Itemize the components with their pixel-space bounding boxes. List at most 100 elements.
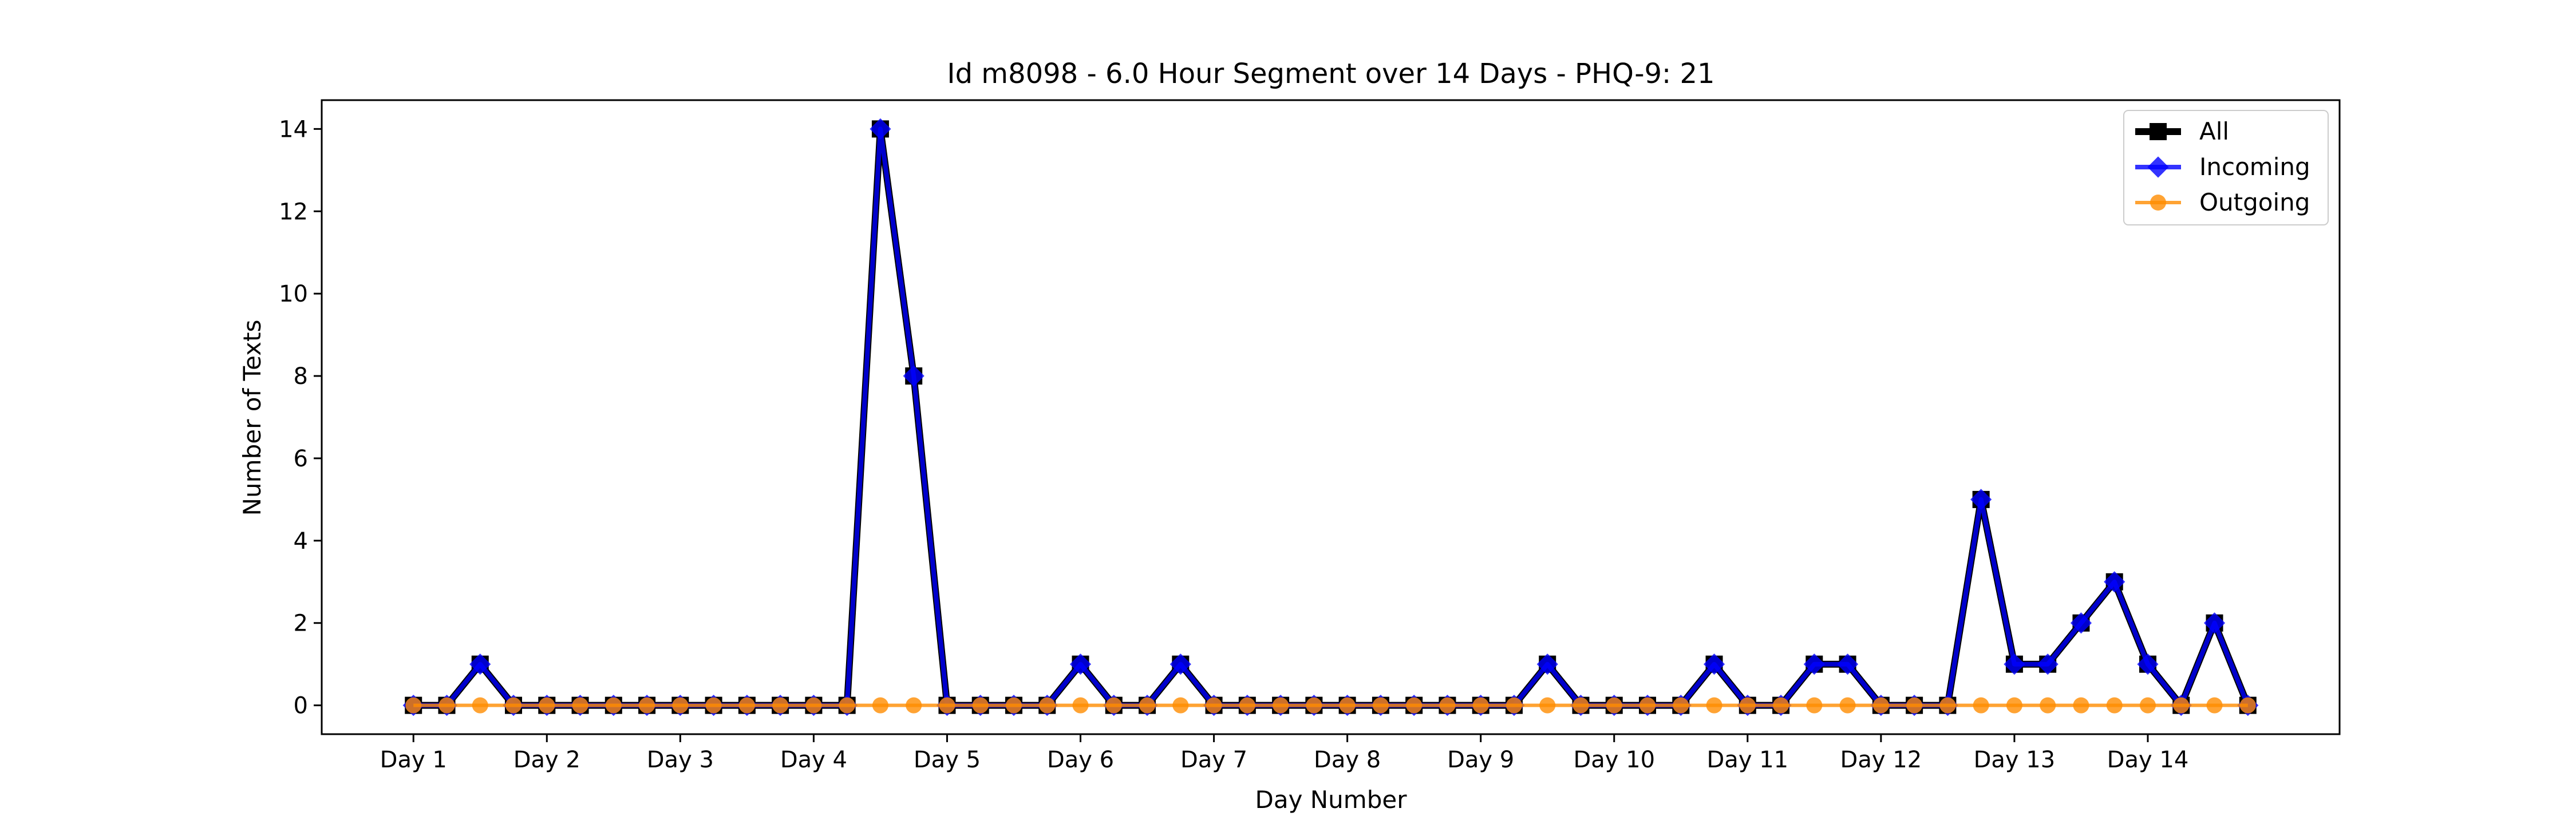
data-point-outgoing xyxy=(2040,697,2056,714)
data-point-incoming xyxy=(2004,653,2025,675)
data-point-outgoing xyxy=(872,697,888,714)
data-point-outgoing xyxy=(405,697,422,714)
data-point-outgoing xyxy=(1739,697,1756,714)
y-tick-label: 10 xyxy=(279,281,308,307)
x-tick-label: Day 9 xyxy=(1447,747,1514,773)
data-point-outgoing xyxy=(1306,697,1322,714)
data-point-outgoing xyxy=(639,697,655,714)
data-point-outgoing xyxy=(1539,697,1556,714)
data-point-outgoing xyxy=(1639,697,1656,714)
y-tick-label: 14 xyxy=(279,116,308,142)
legend-item-outgoing: Outgoing xyxy=(2135,188,2310,216)
data-point-incoming xyxy=(1803,653,1825,675)
data-point-incoming xyxy=(903,365,924,387)
data-point-outgoing xyxy=(772,697,789,714)
data-point-outgoing xyxy=(572,697,588,714)
y-tick-label: 2 xyxy=(294,611,308,637)
x-axis: Day 1 Day 2 Day 3 Day 4 Day 5 Day 6 Day 7 Day 8… xyxy=(380,734,2189,773)
y-axis: 0 2 4 6 8 10 12 14 xyxy=(279,116,322,719)
data-point-outgoing xyxy=(1906,697,1923,714)
x-tick-label: Day 8 xyxy=(1314,747,1381,773)
data-point-incoming xyxy=(469,653,491,675)
x-tick-label: Day 4 xyxy=(780,747,847,773)
legend-label-all: All xyxy=(2199,117,2229,145)
data-point-incoming xyxy=(1703,653,1725,675)
data-point-outgoing xyxy=(1706,697,1722,714)
data-point-outgoing xyxy=(906,697,922,714)
x-tick-label: Day 3 xyxy=(647,747,714,773)
data-point-incoming xyxy=(1836,653,1859,675)
legend-frame xyxy=(2123,110,2329,225)
y-tick-label: 0 xyxy=(294,693,308,719)
chart-title: Id m8098 - 6.0 Hour Segment over 14 Days… xyxy=(947,58,1714,90)
data-point-outgoing xyxy=(1673,697,1689,714)
data-point-outgoing xyxy=(1139,697,1156,714)
data-point-outgoing xyxy=(972,697,989,714)
legend-item-incoming: Incoming xyxy=(2135,153,2310,181)
data-point-incoming xyxy=(1170,653,1191,675)
data-point-outgoing xyxy=(2073,697,2089,714)
y-tick-label: 12 xyxy=(279,199,308,225)
data-point-incoming xyxy=(2203,612,2226,634)
series-line-all xyxy=(413,125,2251,709)
data-point-outgoing xyxy=(605,697,622,714)
legend-marker-all xyxy=(2150,123,2167,140)
data-point-incoming xyxy=(1069,653,1092,675)
data-point-outgoing xyxy=(2206,697,2223,714)
data-point-outgoing xyxy=(1939,697,1956,714)
y-tick-label: 4 xyxy=(294,528,308,554)
data-point-incoming xyxy=(2104,571,2125,593)
data-point-incoming xyxy=(2070,612,2092,634)
legend: All Incoming Outgoing xyxy=(2123,110,2329,225)
y-axis-label: Number of Texts xyxy=(238,320,266,516)
data-point-outgoing xyxy=(1005,697,1022,714)
data-point-outgoing xyxy=(2239,697,2256,714)
data-point-outgoing xyxy=(1206,697,1222,714)
data-point-outgoing xyxy=(939,697,955,714)
series-incoming xyxy=(402,118,2259,716)
data-point-outgoing xyxy=(1172,697,1189,714)
data-point-outgoing xyxy=(1406,697,1423,714)
legend-marker-incoming xyxy=(2147,156,2169,178)
data-point-outgoing xyxy=(672,697,689,714)
data-point-incoming xyxy=(870,118,891,140)
data-point-incoming xyxy=(2137,653,2159,675)
y-tick-label: 8 xyxy=(294,363,308,390)
data-point-outgoing xyxy=(2006,697,2022,714)
data-point-outgoing xyxy=(1372,697,1389,714)
data-point-incoming xyxy=(2037,653,2059,675)
x-tick-label: Day 10 xyxy=(1573,747,1655,773)
data-point-outgoing xyxy=(2173,697,2190,714)
plot-area xyxy=(321,99,2341,735)
data-point-outgoing xyxy=(805,697,822,714)
data-point-outgoing xyxy=(1439,697,1456,714)
data-point-outgoing xyxy=(1072,697,1089,714)
data-point-outgoing xyxy=(1573,697,1589,714)
data-point-outgoing xyxy=(539,697,555,714)
legend-item-all: All xyxy=(2135,117,2229,145)
legend-label-incoming: Incoming xyxy=(2199,153,2310,181)
series-line-incoming xyxy=(413,126,2250,708)
data-point-outgoing xyxy=(438,697,455,714)
data-point-outgoing xyxy=(738,697,755,714)
data-point-outgoing xyxy=(1506,697,1522,714)
data-point-incoming xyxy=(1970,489,1992,510)
series-outgoing xyxy=(405,697,2256,714)
series-layer xyxy=(402,118,2259,716)
x-tick-label: Day 5 xyxy=(914,747,981,773)
data-point-outgoing xyxy=(705,697,722,714)
x-tick-label: Day 14 xyxy=(2107,747,2189,773)
legend-label-outgoing: Outgoing xyxy=(2199,188,2310,216)
data-point-outgoing xyxy=(2139,697,2156,714)
x-tick-label: Day 12 xyxy=(1840,747,1922,773)
x-tick-label: Day 13 xyxy=(1974,747,2056,773)
series-all xyxy=(405,120,2257,714)
data-point-outgoing xyxy=(839,697,855,714)
legend-marker-outgoing xyxy=(2150,195,2166,211)
y-tick-label: 6 xyxy=(294,446,308,472)
data-point-outgoing xyxy=(1273,697,1289,714)
data-point-outgoing xyxy=(1105,697,1122,714)
data-point-outgoing xyxy=(472,697,488,714)
data-point-outgoing xyxy=(505,697,522,714)
